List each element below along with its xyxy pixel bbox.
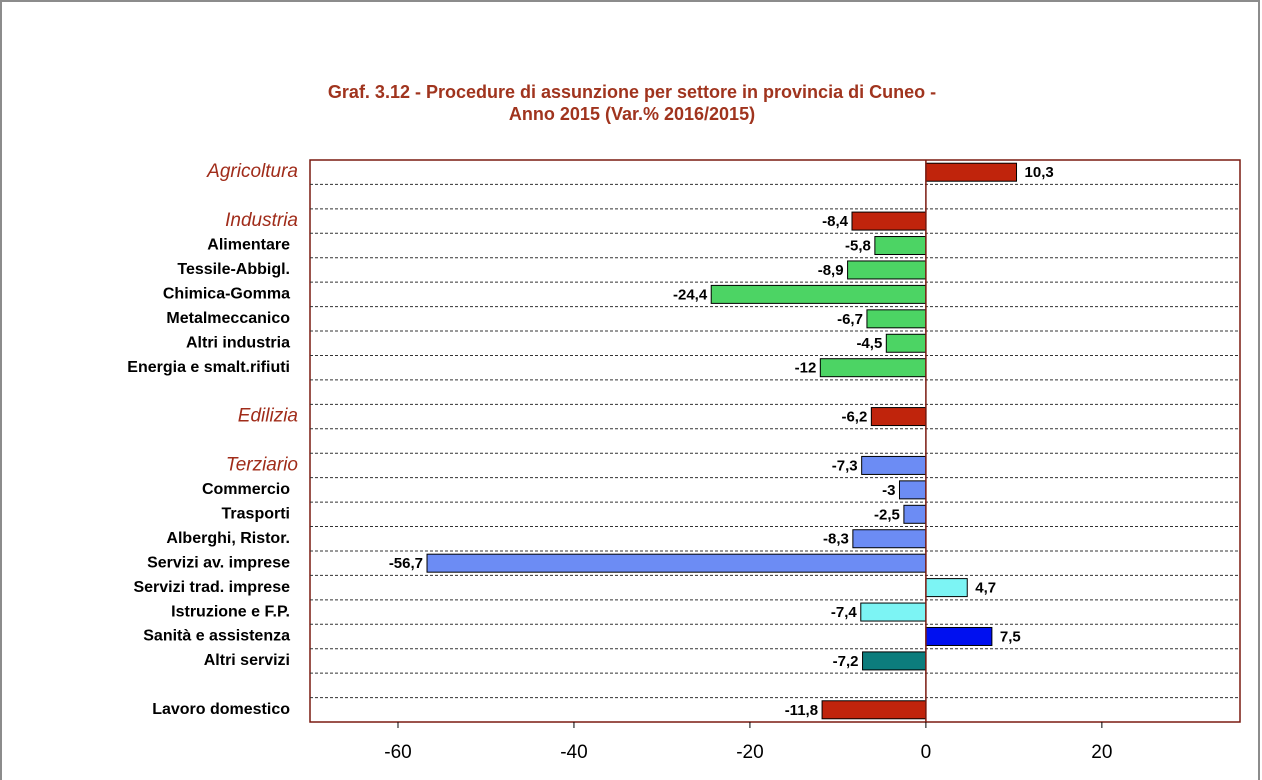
bar: [821, 700, 927, 720]
value-label: -12: [795, 360, 817, 377]
value-label: -56,7: [389, 555, 423, 572]
bar: [903, 504, 927, 524]
value-label: 7,5: [1000, 628, 1021, 645]
y-tick-label: Lavoro domestico: [152, 701, 290, 718]
plot-area: [309, 159, 1241, 723]
y-tick-label: Trasporti: [222, 506, 290, 523]
chart-title: Anno 2015 (Var.% 2016/2015): [509, 104, 755, 124]
value-label: -6,2: [841, 409, 867, 426]
bar: [710, 284, 927, 304]
value-label: -4,5: [856, 335, 882, 352]
y-tick-label: Servizi av. imprese: [147, 554, 290, 571]
y-tick-label: Terziario: [226, 454, 298, 475]
bar: [866, 309, 927, 329]
y-tick-label: Commercio: [202, 481, 290, 498]
y-tick-label: Servizi trad. imprese: [133, 579, 290, 596]
y-tick-label: Energia e smalt.rifiuti: [127, 359, 290, 376]
y-tick-label: Alimentare: [207, 237, 290, 254]
bar: [898, 480, 927, 500]
value-label: -7,3: [832, 457, 858, 474]
y-tick-label: Edilizia: [238, 406, 298, 427]
bar: [861, 455, 927, 475]
y-tick-label: Agricoltura: [206, 161, 298, 182]
y-tick-label: Alberghi, Ristor.: [166, 530, 290, 547]
y-tick-label: Altri servizi: [204, 652, 290, 669]
bar: [885, 333, 927, 353]
value-label: -8,3: [823, 531, 849, 548]
x-tick-label: -60: [384, 742, 411, 763]
y-tick-label: Altri industria: [186, 334, 290, 351]
bar: [847, 260, 927, 280]
bar: [925, 578, 968, 598]
bar: [852, 529, 927, 549]
value-label: 4,7: [975, 580, 996, 597]
x-tick-label: -20: [736, 742, 763, 763]
bar: [874, 236, 927, 256]
y-tick-label: Istruzione e F.P.: [171, 603, 290, 620]
value-label: -7,2: [833, 653, 859, 670]
value-label: -6,7: [837, 311, 863, 328]
y-tick-label: Chimica-Gomma: [163, 286, 290, 303]
value-label: 10,3: [1025, 164, 1054, 181]
y-tick-label: Metalmeccanico: [166, 310, 290, 327]
bar: [925, 162, 1018, 182]
x-tick-label: 20: [1091, 742, 1112, 763]
bar: [851, 211, 927, 231]
bar: [860, 602, 927, 622]
y-tick-label: Industria: [225, 210, 298, 231]
y-tick-label: Tessile-Abbigl.: [177, 261, 290, 278]
value-label: -11,8: [785, 702, 818, 719]
bar: [925, 626, 993, 646]
value-label: -2,5: [874, 506, 900, 523]
x-tick-label: -40: [560, 742, 587, 763]
bar: [819, 358, 927, 378]
value-label: -8,9: [818, 262, 844, 279]
chart-title: Graf. 3.12 - Procedure di assunzione per…: [328, 82, 936, 102]
bar: [870, 407, 927, 427]
value-label: -7,4: [831, 604, 858, 621]
bar: [426, 553, 927, 573]
value-label: -5,8: [845, 237, 871, 254]
x-tick-label: 0: [921, 742, 932, 763]
y-tick-label: Sanità e assistenza: [143, 628, 290, 645]
value-label: -3: [882, 482, 895, 499]
bar: [862, 651, 927, 671]
value-label: -24,4: [673, 286, 708, 303]
value-label: -8,4: [822, 213, 849, 230]
